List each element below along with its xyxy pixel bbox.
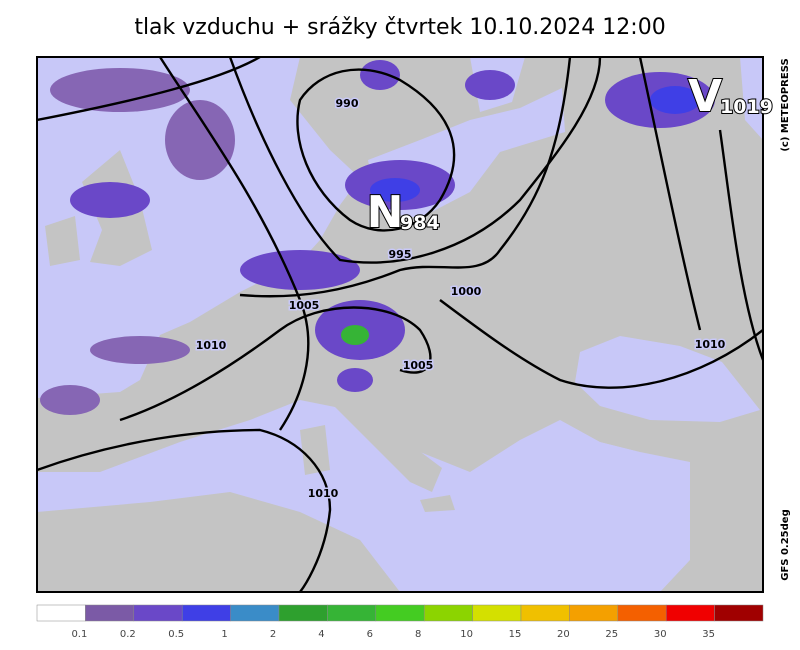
- legend-label: 10: [460, 629, 473, 640]
- legend-label: 35: [702, 629, 715, 640]
- legend-swatch: [423, 604, 473, 622]
- isobar-label: 1010: [695, 338, 726, 351]
- legend-swatch: [569, 604, 619, 622]
- legend-label: 30: [654, 629, 667, 640]
- map-frame: [36, 56, 764, 593]
- isobar-label: 995: [389, 248, 412, 261]
- isobar-label: 990: [336, 97, 359, 110]
- pressure-center-value: 984: [400, 212, 440, 234]
- isobars: [37, 57, 763, 592]
- copyright: (c) METEOPRESS: [780, 58, 791, 151]
- pressure-center-value: 1019: [720, 96, 773, 118]
- legend-label: 4: [318, 629, 324, 640]
- legend-swatch: [133, 604, 183, 622]
- legend-swatch: [472, 604, 522, 622]
- legend-label: 0.5: [168, 629, 184, 640]
- legend-swatch: [665, 604, 715, 622]
- legend-label: 6: [367, 629, 373, 640]
- legend-swatch: [714, 604, 764, 622]
- legend-label: 8: [415, 629, 421, 640]
- land-islands: [45, 150, 455, 512]
- legend: 0.1 0.2 0.5 1 2 4 6 8 10 15 20 25 30 35: [36, 604, 764, 640]
- legend-swatch: [230, 604, 280, 622]
- legend-label: 15: [509, 629, 522, 640]
- pressure-center-letter: V: [688, 71, 722, 122]
- isobar-label: 1010: [196, 339, 227, 352]
- legend-swatch: [520, 604, 570, 622]
- legend-label: 0.2: [120, 629, 136, 640]
- legend-swatch: [375, 604, 425, 622]
- legend-swatch: [327, 604, 377, 622]
- isobar-label: 1000: [451, 285, 482, 298]
- model-label: GFS 0.25deg: [780, 509, 791, 581]
- legend-label: 25: [605, 629, 618, 640]
- legend-swatch: [617, 604, 667, 622]
- map-area: [37, 57, 763, 592]
- legend-swatch: [36, 604, 86, 622]
- isobar-label: 1005: [403, 359, 434, 372]
- legend-swatch: [181, 604, 231, 622]
- map-title: tlak vzduchu + srážky čtvrtek 10.10.2024…: [134, 15, 665, 40]
- legend-label: 20: [557, 629, 570, 640]
- pressure-center-letter: N: [367, 187, 404, 238]
- legend-swatch: [278, 604, 328, 622]
- legend-label: 2: [270, 629, 276, 640]
- isobar-label: 1010: [308, 487, 339, 500]
- isobar-label: 1005: [289, 299, 320, 312]
- legend-label: 1: [221, 629, 227, 640]
- legend-label: 0.1: [71, 629, 87, 640]
- precipitation: [40, 60, 715, 415]
- legend-swatch: [85, 604, 135, 622]
